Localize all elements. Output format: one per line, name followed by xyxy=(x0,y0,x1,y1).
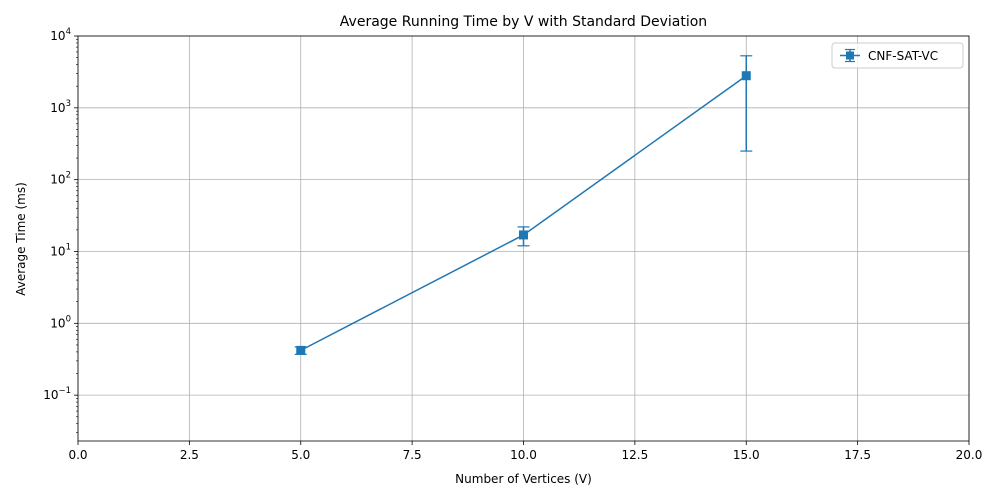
x-tick-label: 7.5 xyxy=(403,448,422,462)
y-tick-label: 100 xyxy=(50,314,71,330)
chart-title: Average Running Time by V with Standard … xyxy=(340,14,707,30)
y-tick-exponent: 1 xyxy=(66,242,71,252)
legend: CNF-SAT-VC xyxy=(831,42,964,69)
y-tick-label: 102 xyxy=(50,171,71,187)
data-point xyxy=(519,230,528,240)
y-tick-exponent: 4 xyxy=(66,27,71,37)
y-tick-label: 103 xyxy=(50,99,71,115)
x-axis-ticks: 0.0 2.5 5.0 7.5 10.0 12.5 15.0 17.5 20.0 xyxy=(68,441,982,462)
legend-box xyxy=(831,42,964,69)
x-tick-label: 15.0 xyxy=(733,448,760,462)
y-axis-label: Average Time (ms) xyxy=(14,182,28,296)
data-point xyxy=(741,71,751,81)
y-tick-exponent: 0 xyxy=(66,314,71,324)
plot-area xyxy=(294,55,753,355)
x-tick-label: 0.0 xyxy=(68,448,87,462)
x-tick-label: 17.5 xyxy=(844,448,871,462)
y-tick-exponent: 3 xyxy=(66,99,71,109)
y-tick-label: 101 xyxy=(50,242,71,258)
data-point xyxy=(296,345,306,355)
x-tick-label: 10.0 xyxy=(510,448,537,462)
y-tick-exponent: 2 xyxy=(66,171,71,181)
legend-label: CNF-SAT-VC xyxy=(868,49,938,63)
x-tick-label: 2.5 xyxy=(180,448,199,462)
x-tick-label: 12.5 xyxy=(622,448,649,462)
grid xyxy=(77,35,970,441)
x-tick-label: 20.0 xyxy=(956,448,983,462)
y-tick-label: 104 xyxy=(50,27,71,43)
legend-marker xyxy=(846,51,854,60)
x-tick-label: 5.0 xyxy=(291,448,310,462)
y-tick-exponent: −1 xyxy=(58,386,71,396)
y-tick-label: 10−1 xyxy=(43,386,71,402)
x-axis-label: Number of Vertices (V) xyxy=(455,472,592,486)
